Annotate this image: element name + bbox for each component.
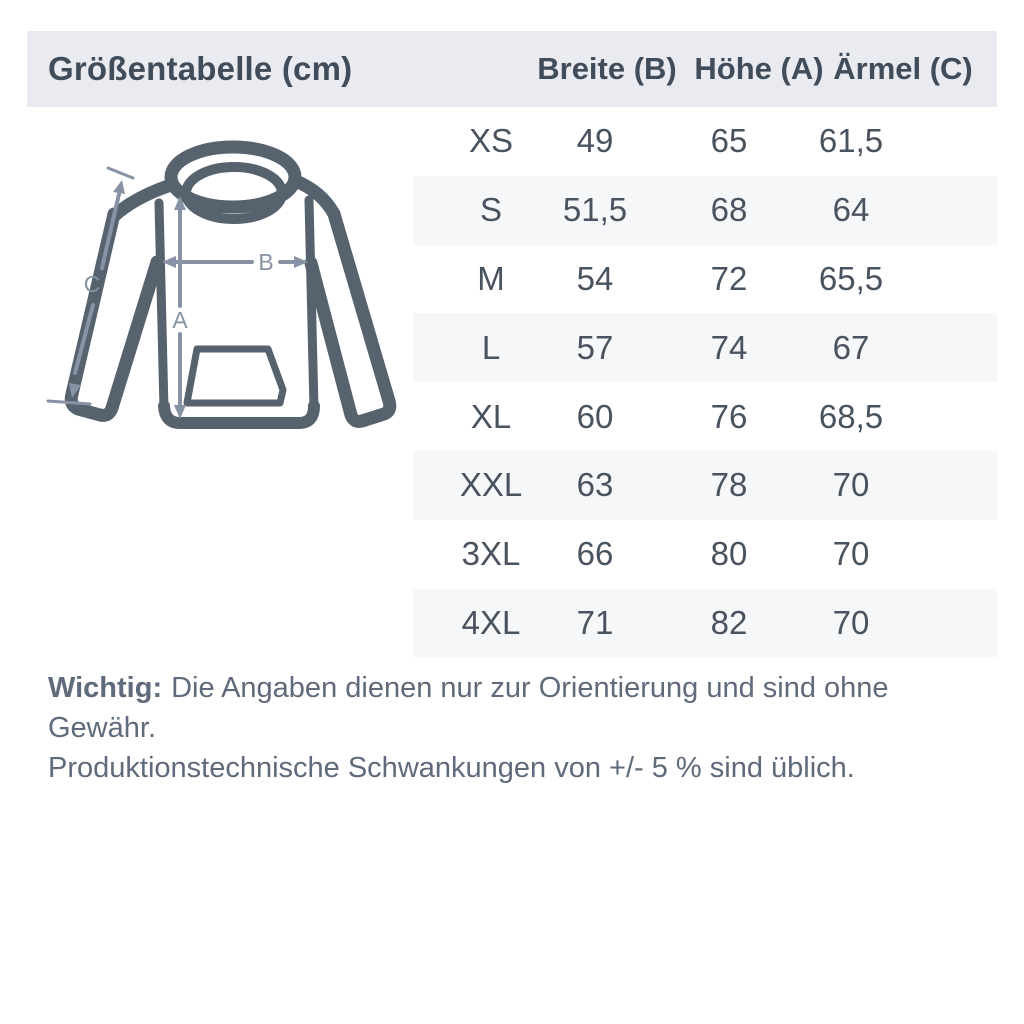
size-chart-header: Größentabelle (cm) Breite (B) Höhe (A) Ä… [27,31,997,107]
hoehe-value: 74 [710,328,748,366]
column-header-aermel: Ärmel (C) [833,51,973,86]
hoehe-value: 80 [710,535,748,573]
arrow-c-top-tick [106,166,135,180]
size-label: 4XL [461,603,521,641]
aermel-value: 67 [832,328,870,366]
body-left-edge [154,198,169,414]
hoehe-value: 78 [710,466,748,504]
hoodie-measurement-diagram: A B C [30,120,410,460]
measurement-label-a: A [172,307,188,333]
arrow-c-line [73,192,121,375]
size-label: XL [470,397,512,435]
hoehe-value: 65 [710,122,748,160]
aermel-value: 70 [832,535,870,573]
body-right-edge [304,195,319,414]
aermel-value: 65,5 [818,259,884,297]
aermel-value: 70 [832,603,870,641]
table-row-xxl: XXL 63 78 70 [413,450,997,520]
disclaimer-text-2: Produktionstechnische Schwankungen von +… [48,752,855,784]
hem [158,400,320,429]
table-row-s: S 51,5 68 64 [413,175,997,245]
arrow-a-head-top [174,196,186,210]
arrow-c-head-bottom [69,383,81,398]
breite-value: 66 [576,535,614,573]
page-title: Größentabelle (cm) [48,50,353,87]
size-table: XS 49 65 61,5 S 51,5 68 64 M 54 72 65,5 … [413,107,997,658]
disclaimer-line-1: Wichtig: Die Angaben dienen nur zur Orien… [48,668,978,748]
measurement-label-c: C [84,271,101,297]
aermel-value: 70 [832,466,870,504]
hood-outer [164,140,302,214]
size-label: L [481,328,501,366]
table-row-xs: XS 49 65 61,5 [413,107,997,176]
right-shoulder [289,174,341,221]
breite-value: 57 [576,328,614,366]
measurement-label-b: B [258,249,273,275]
arrow-c-head-top [113,180,125,194]
arrow-b-head-right [294,256,308,268]
arrow-a-head-bottom [174,405,186,419]
hoehe-value: 68 [710,191,748,229]
hoehe-value: 76 [710,397,748,435]
size-label: 3XL [461,535,521,573]
right-sleeve [304,207,397,428]
breite-value: 51,5 [562,191,628,229]
left-sleeve [64,207,164,422]
table-row-xl: XL 60 76 68,5 [413,382,997,451]
table-row-3xl: 3XL 66 80 70 [413,520,997,589]
size-label: XXL [459,466,523,504]
arrow-b-head-left [162,256,176,268]
breite-value: 49 [576,122,614,160]
size-label: S [479,191,503,229]
aermel-value: 64 [832,191,870,229]
disclaimer-label: Wichtig: [48,672,163,704]
disclaimer-note: Wichtig: Die Angaben dienen nur zur Orien… [48,668,978,788]
table-row-m: M 54 72 65,5 [413,245,997,314]
hoehe-value: 72 [710,259,748,297]
arrow-c-bottom-tick [46,399,92,406]
disclaimer-line-2: Produktionstechnische Schwankungen von +… [48,748,978,788]
breite-value: 63 [576,466,614,504]
disclaimer-text-1: Die Angaben dienen nur zur Orientierung … [48,672,889,744]
breite-value: 54 [576,259,614,297]
table-row-4xl: 4XL 71 82 70 [413,588,997,658]
size-label: XS [468,122,514,160]
hoehe-value: 82 [710,603,748,641]
breite-value: 71 [576,603,614,641]
breite-value: 60 [576,397,614,435]
hood-inner [181,162,287,224]
aermel-value: 61,5 [818,122,884,160]
size-label: M [477,259,505,297]
column-header-hoehe: Höhe (A) [694,51,824,86]
table-row-l: L 57 74 67 [413,313,997,383]
aermel-value: 68,5 [818,397,884,435]
column-header-breite: Breite (B) [537,51,677,86]
hoodie-illustration: A B C [46,140,397,429]
pocket [183,345,287,407]
